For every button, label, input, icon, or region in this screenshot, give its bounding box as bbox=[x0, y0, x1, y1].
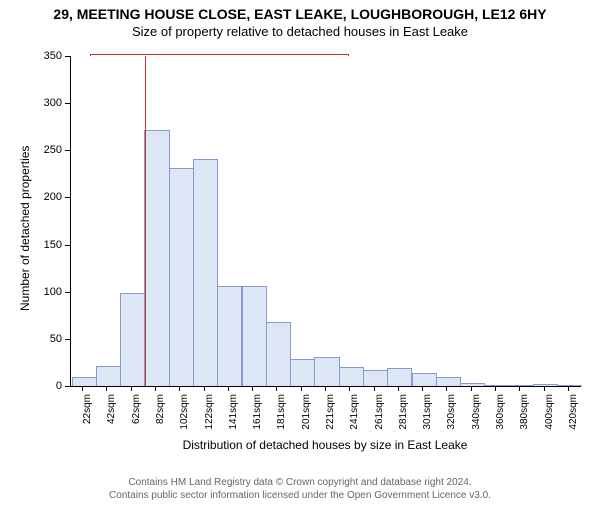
x-tick-label: 380sqm bbox=[519, 394, 530, 434]
y-tick-mark bbox=[65, 150, 70, 151]
x-axis-label: Distribution of detached houses by size … bbox=[70, 438, 580, 452]
x-tick-mark bbox=[155, 386, 156, 391]
x-tick-mark bbox=[204, 386, 205, 391]
histogram-bar bbox=[242, 286, 267, 386]
histogram-bar bbox=[339, 367, 364, 386]
footer-attribution: Contains HM Land Registry data © Crown c… bbox=[0, 476, 600, 502]
x-tick-label: 340sqm bbox=[471, 394, 482, 434]
histogram-bar bbox=[290, 359, 315, 386]
title-main: 29, MEETING HOUSE CLOSE, EAST LEAKE, LOU… bbox=[0, 6, 600, 22]
x-tick-mark bbox=[446, 386, 447, 391]
x-tick-label: 241sqm bbox=[349, 394, 360, 434]
histogram-bar bbox=[193, 159, 218, 386]
x-tick-label: 301sqm bbox=[422, 394, 433, 434]
y-tick-mark bbox=[65, 56, 70, 57]
x-tick-mark bbox=[228, 386, 229, 391]
x-tick-mark bbox=[544, 386, 545, 391]
histogram-bar bbox=[314, 357, 339, 386]
y-tick-mark bbox=[65, 386, 70, 387]
x-tick-label: 420sqm bbox=[568, 394, 579, 434]
x-tick-label: 141sqm bbox=[228, 394, 239, 434]
x-tick-mark bbox=[131, 386, 132, 391]
y-tick-label: 300 bbox=[44, 97, 62, 109]
footer-line-2: Contains public sector information licen… bbox=[0, 489, 600, 502]
x-tick-mark bbox=[106, 386, 107, 391]
x-tick-label: 221sqm bbox=[325, 394, 336, 434]
x-tick-mark bbox=[301, 386, 302, 391]
reference-line bbox=[145, 56, 146, 386]
histogram-bar bbox=[169, 168, 194, 386]
y-tick-mark bbox=[65, 339, 70, 340]
x-tick-label: 122sqm bbox=[204, 394, 215, 434]
y-tick-label: 0 bbox=[56, 380, 62, 392]
histogram-bar bbox=[96, 366, 121, 386]
x-tick-mark bbox=[568, 386, 569, 391]
x-tick-label: 261sqm bbox=[374, 394, 385, 434]
histogram-bar bbox=[509, 385, 534, 386]
histogram-bar bbox=[363, 370, 388, 386]
y-tick-label: 350 bbox=[44, 50, 62, 62]
histogram-bar bbox=[72, 377, 97, 386]
histogram-bar bbox=[217, 286, 242, 386]
y-tick-mark bbox=[65, 103, 70, 104]
y-tick-label: 100 bbox=[44, 286, 62, 298]
x-tick-label: 400sqm bbox=[544, 394, 555, 434]
x-tick-mark bbox=[276, 386, 277, 391]
histogram-bar bbox=[387, 368, 412, 386]
y-tick-mark bbox=[65, 292, 70, 293]
histogram-bar bbox=[533, 384, 558, 386]
x-tick-mark bbox=[252, 386, 253, 391]
x-tick-mark bbox=[374, 386, 375, 391]
x-tick-label: 181sqm bbox=[276, 394, 287, 434]
y-tick-label: 200 bbox=[44, 191, 62, 203]
footer-line-1: Contains HM Land Registry data © Crown c… bbox=[0, 476, 600, 489]
title-sub: Size of property relative to detached ho… bbox=[0, 24, 600, 39]
histogram-bar bbox=[144, 130, 169, 386]
histogram-bar bbox=[557, 385, 582, 386]
histogram-bar bbox=[436, 377, 461, 386]
x-tick-label: 42sqm bbox=[106, 394, 117, 434]
x-tick-label: 201sqm bbox=[301, 394, 312, 434]
x-tick-label: 22sqm bbox=[82, 394, 93, 434]
x-tick-mark bbox=[471, 386, 472, 391]
y-axis-label: Number of detached properties bbox=[18, 146, 32, 311]
x-tick-label: 102sqm bbox=[179, 394, 190, 434]
x-tick-mark bbox=[422, 386, 423, 391]
histogram-bar bbox=[460, 383, 485, 386]
x-tick-mark bbox=[519, 386, 520, 391]
histogram-plot-area bbox=[70, 56, 581, 387]
x-tick-label: 62sqm bbox=[131, 394, 142, 434]
x-tick-label: 161sqm bbox=[252, 394, 263, 434]
x-tick-mark bbox=[82, 386, 83, 391]
x-tick-label: 360sqm bbox=[495, 394, 506, 434]
x-tick-label: 281sqm bbox=[398, 394, 409, 434]
y-tick-label: 150 bbox=[44, 239, 62, 251]
y-tick-label: 50 bbox=[50, 333, 62, 345]
x-tick-mark bbox=[179, 386, 180, 391]
x-tick-mark bbox=[325, 386, 326, 391]
x-tick-mark bbox=[495, 386, 496, 391]
x-tick-mark bbox=[398, 386, 399, 391]
histogram-bar bbox=[484, 385, 509, 386]
y-tick-label: 250 bbox=[44, 144, 62, 156]
y-tick-mark bbox=[65, 197, 70, 198]
y-tick-mark bbox=[65, 245, 70, 246]
histogram-bar bbox=[412, 373, 437, 386]
x-tick-mark bbox=[349, 386, 350, 391]
x-tick-label: 82sqm bbox=[155, 394, 166, 434]
histogram-bar bbox=[266, 322, 291, 386]
histogram-bar bbox=[120, 293, 145, 386]
x-tick-label: 320sqm bbox=[446, 394, 457, 434]
